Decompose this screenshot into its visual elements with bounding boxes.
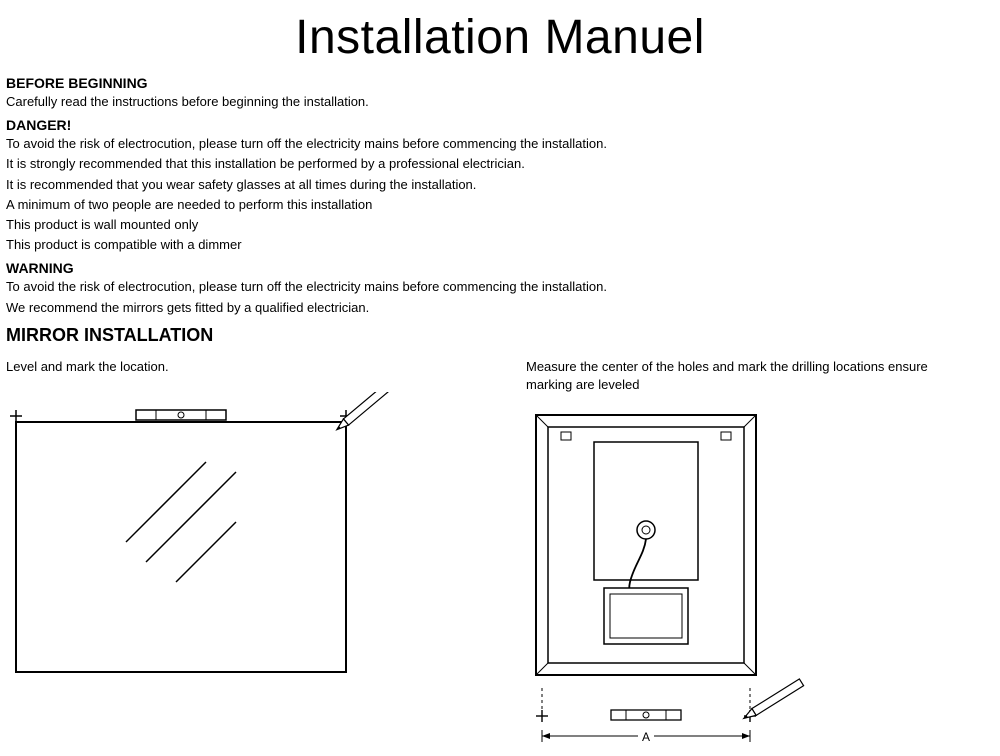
danger-text-1: To avoid the risk of electrocution, plea… [6, 135, 994, 153]
danger-text-6: This product is compatible with a dimmer [6, 236, 994, 254]
danger-text-5: This product is wall mounted only [6, 216, 994, 234]
diagram-row: Level and mark the location. [6, 358, 994, 750]
right-caption: Measure the center of the holes and mark… [526, 358, 976, 394]
before-heading: BEFORE BEGINNING [6, 75, 994, 91]
before-text: Carefully read the instructions before b… [6, 93, 994, 111]
diagram-left-col: Level and mark the location. [6, 358, 406, 750]
warning-text-2: We recommend the mirrors gets fitted by … [6, 299, 994, 317]
danger-heading: DANGER! [6, 117, 994, 133]
mirror-front-diagram [6, 392, 396, 682]
warning-text-1: To avoid the risk of electrocution, plea… [6, 278, 994, 296]
install-heading: MIRROR INSTALLATION [6, 325, 994, 346]
dimension-label: A [642, 730, 650, 744]
warning-heading: WARNING [6, 260, 994, 276]
mirror-back-diagram: A [526, 410, 856, 750]
danger-text-2: It is strongly recommended that this ins… [6, 155, 994, 173]
diagram-right-col: Measure the center of the holes and mark… [526, 358, 976, 750]
page-title: Installation Manuel [6, 10, 994, 65]
left-caption: Level and mark the location. [6, 358, 406, 376]
danger-text-3: It is recommended that you wear safety g… [6, 176, 994, 194]
danger-text-4: A minimum of two people are needed to pe… [6, 196, 994, 214]
